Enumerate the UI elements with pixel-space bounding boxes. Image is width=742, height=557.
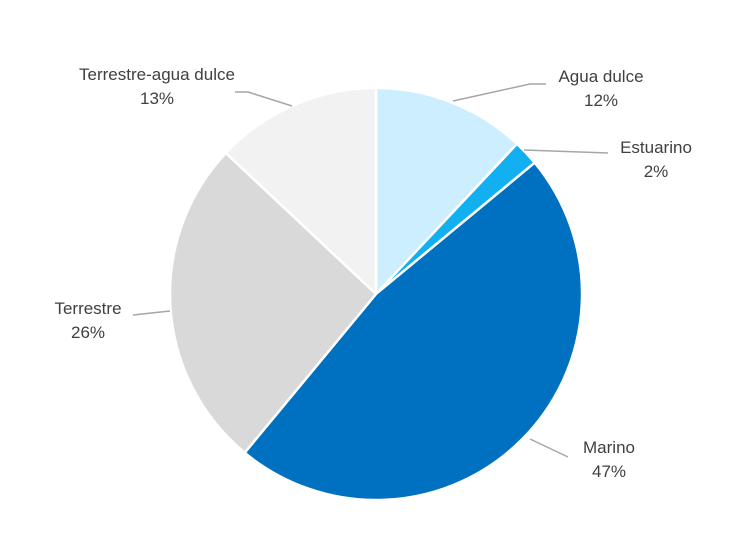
data-label-percent-marino: 47% [592, 462, 626, 481]
leader-line-terrestre [132, 310, 171, 316]
leader-line-agua-dulce [452, 83, 546, 102]
pie-slice-agua-dulce [374, 86, 519, 296]
leader-line-terrestre-agua-dulce [235, 91, 293, 107]
pie-slice-terrestre [168, 151, 378, 454]
data-label-percent-terrestre-agua-dulce: 13% [140, 89, 174, 108]
data-label-name-terrestre: Terrestre [54, 299, 121, 318]
pie-slice-terrestre-agua-dulce [224, 86, 378, 296]
data-label-percent-terrestre: 26% [71, 323, 105, 342]
data-label-percent-estuarino: 2% [644, 162, 669, 181]
data-label-name-marino: Marino [583, 438, 635, 457]
leader-lines [132, 83, 609, 458]
leader-line-marino [529, 438, 569, 458]
data-label-percent-agua-dulce: 12% [584, 91, 618, 110]
pie-slice-marino [243, 161, 584, 502]
leader-line-estuarino [523, 149, 609, 154]
data-label-name-estuarino: Estuarino [620, 138, 692, 157]
pie-slices [168, 86, 584, 502]
data-label-name-agua-dulce: Agua dulce [558, 67, 643, 86]
data-labels: Agua dulce 12% Estuarino 2% Marino 47% Terrest… [54, 65, 691, 481]
data-label-name-terrestre-agua-dulce: Terrestre-agua dulce [79, 65, 235, 84]
